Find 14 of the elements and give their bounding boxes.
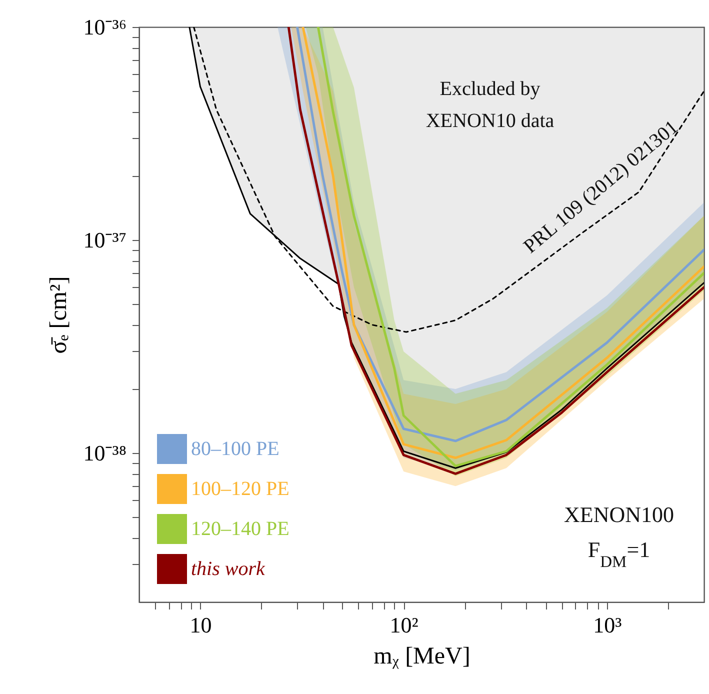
legend-label: this work [191,558,266,580]
y-axis-title: σ̄ₑ [cm²] [46,276,72,354]
y-tick-label: 10⁻³⁷ [83,228,126,253]
legend-label: 80–100 PE [191,438,280,460]
y-tick-label: 10⁻³⁸ [83,440,126,466]
y-tick-label: 10⁻³⁶ [83,14,126,40]
x-tick-label: 10² [390,612,419,638]
x-tick-label: 10 [190,612,212,638]
legend-label: 120–140 PE [191,518,290,540]
annotation: XENON100 F$_{DM}$=1 [564,502,674,571]
x-axis-title: mᵪ [MeV] [374,644,470,670]
x-tick-label: 10³ [593,612,622,638]
legend-label: 100–120 PE [191,478,290,500]
annotation: Excluded by XENON10 data [426,78,554,132]
